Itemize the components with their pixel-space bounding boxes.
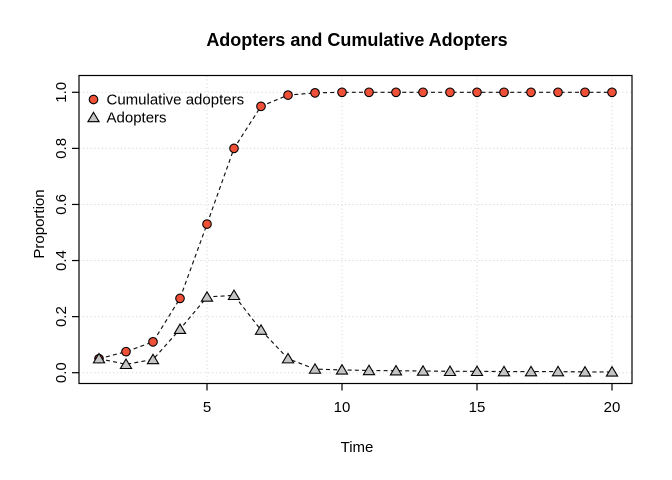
data-point-circle bbox=[121, 346, 131, 357]
data-point-circle bbox=[202, 219, 212, 229]
data-point-triangle bbox=[497, 365, 511, 377]
x-tick-label: 15 bbox=[469, 399, 486, 416]
x-tick-label: 20 bbox=[604, 399, 621, 416]
y-tick-label: 1.0 bbox=[53, 82, 70, 103]
data-point-triangle bbox=[173, 322, 187, 334]
data-point-triangle bbox=[92, 352, 106, 364]
data-point-triangle bbox=[146, 353, 160, 365]
data-point-circle bbox=[472, 87, 482, 98]
data-point-circle bbox=[256, 101, 266, 112]
y-axis-label: Proportion bbox=[31, 189, 48, 258]
data-point-circle bbox=[310, 88, 320, 98]
data-point-triangle bbox=[227, 289, 241, 301]
data-point-circle bbox=[499, 87, 509, 98]
data-point-circle bbox=[580, 87, 590, 98]
data-point-triangle bbox=[524, 365, 538, 377]
data-point-circle bbox=[391, 87, 401, 98]
legend-cumulative-marker-icon bbox=[88, 94, 99, 105]
y-tick-label: 0.4 bbox=[53, 250, 70, 271]
axis-layer: 5 10 15 20 0.0 0.2 0.4 0.6 0.8 1.0 bbox=[53, 82, 620, 416]
data-point-circle bbox=[148, 337, 158, 347]
data-point-circle bbox=[607, 87, 617, 98]
y-tick-label: 0.6 bbox=[53, 194, 70, 215]
data-point-circle bbox=[418, 87, 428, 98]
plot-border bbox=[78, 74, 633, 385]
data-point-triangle bbox=[578, 365, 592, 377]
data-point-circle bbox=[553, 87, 563, 98]
y-tick-label: 0.8 bbox=[53, 138, 70, 159]
data-point-triangle bbox=[470, 365, 484, 377]
series-layer bbox=[92, 87, 619, 377]
data-point-triangle bbox=[551, 365, 565, 377]
data-point-circle bbox=[229, 143, 239, 154]
data-point-triangle bbox=[605, 365, 619, 377]
y-tick-label: 0.0 bbox=[53, 362, 70, 383]
data-point-circle bbox=[526, 87, 536, 98]
x-tick-label: 10 bbox=[334, 399, 351, 416]
data-point-circle bbox=[283, 90, 293, 100]
x-tick-label: 5 bbox=[203, 399, 211, 416]
data-point-triangle bbox=[416, 364, 430, 376]
chart-title: Adopters and Cumulative Adopters bbox=[206, 30, 507, 50]
data-point-triangle bbox=[335, 363, 349, 375]
data-point-circle bbox=[364, 87, 374, 98]
data-point-triangle bbox=[443, 365, 457, 377]
legend-adopters-label: Adopters bbox=[107, 110, 167, 127]
data-point-triangle bbox=[308, 362, 322, 374]
data-point-triangle bbox=[389, 364, 403, 376]
series-line-triangle bbox=[98, 294, 612, 373]
legend-adopters-marker-icon bbox=[86, 111, 101, 123]
data-point-circle bbox=[337, 87, 347, 98]
data-point-triangle bbox=[281, 352, 295, 364]
data-point-triangle bbox=[254, 323, 268, 335]
series-line-circle bbox=[98, 91, 612, 360]
legend-cumulative-label: Cumulative adopters bbox=[107, 92, 245, 109]
data-point-triangle bbox=[200, 290, 214, 302]
data-point-triangle bbox=[119, 358, 133, 370]
y-tick-label: 0.2 bbox=[53, 306, 70, 327]
x-axis-label: Time bbox=[341, 439, 374, 456]
data-point-triangle bbox=[362, 364, 376, 376]
data-point-circle bbox=[175, 293, 185, 304]
data-point-circle bbox=[445, 87, 455, 98]
legend: Cumulative adopters Adopters bbox=[86, 92, 245, 127]
